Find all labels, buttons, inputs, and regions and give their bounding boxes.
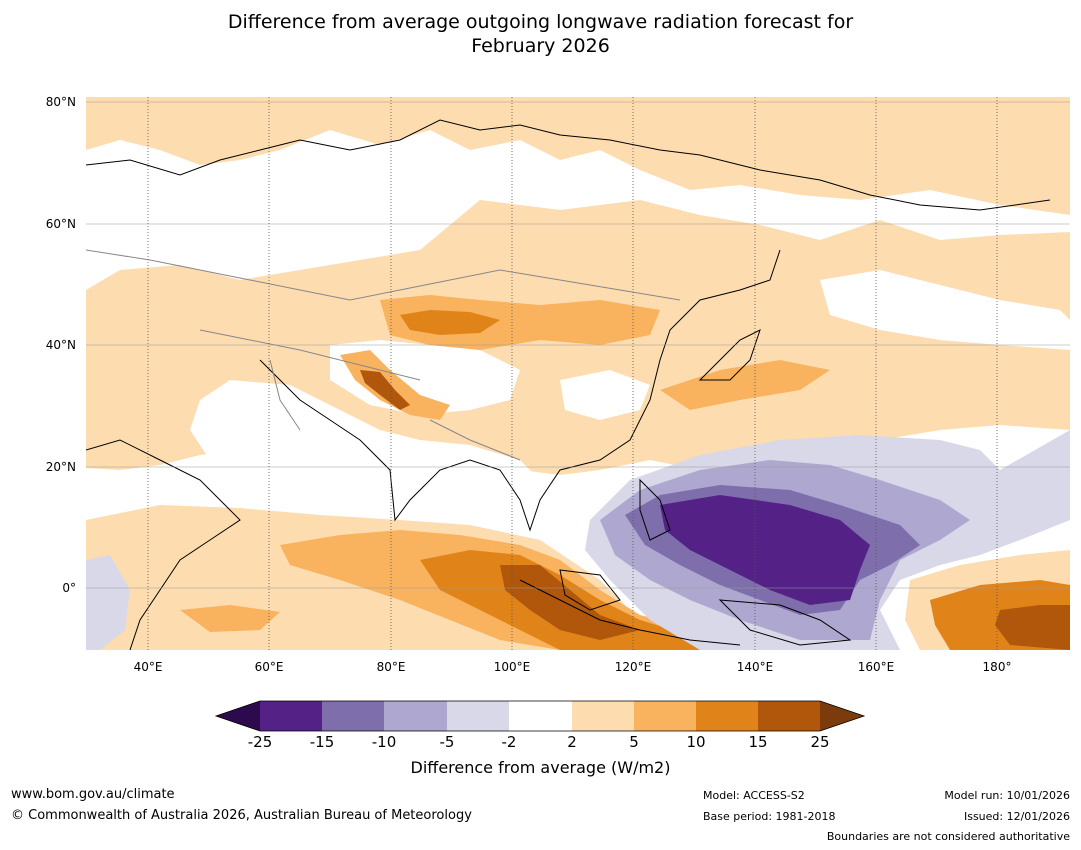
colorbar-tick: 15	[748, 733, 768, 751]
colorbar-extend-high	[820, 701, 864, 731]
colorbar-outline	[214, 700, 866, 732]
lon-label-140: 140°E	[736, 660, 774, 674]
colorbar-tick: -25	[247, 733, 273, 751]
title-line-2: February 2026	[471, 35, 610, 57]
graticule-meridians	[147, 97, 998, 650]
footer-url[interactable]: www.bom.gov.au/climate	[11, 787, 175, 802]
colorbar-label: Difference from average (W/m2)	[410, 758, 671, 777]
colorbar-bin-4	[447, 701, 509, 731]
anomaly-region-arctic	[86, 97, 1070, 215]
country-boundaries	[86, 249, 681, 461]
anomaly-region-himalaya	[340, 350, 450, 420]
footer-issued: Issued: 12/01/2026	[963, 810, 1070, 823]
chart-title: Difference from average outgoing longwav…	[0, 10, 1081, 58]
lon-label-120: 120°E	[614, 660, 652, 674]
anomaly-region-central-pacific-core	[995, 605, 1070, 650]
lat-label-40: 40°N	[45, 338, 76, 352]
colorbar-bin-3	[384, 701, 447, 731]
lon-label-180: 180°	[982, 660, 1012, 674]
lon-label-80: 80°E	[376, 660, 406, 674]
lat-label-60: 60°N	[45, 217, 76, 231]
colorbar-bin-8	[696, 701, 758, 731]
footer-base-period: Base period: 1981-2018	[703, 810, 836, 823]
lon-label-160: 160°E	[857, 660, 895, 674]
lon-label-40: 40°E	[133, 660, 163, 674]
anomaly-region-africa	[86, 555, 130, 650]
anomaly-region-pacific-clear	[820, 270, 1070, 350]
anomaly-region-tianshan	[400, 310, 500, 335]
lon-label-60: 60°E	[254, 660, 284, 674]
colorbar	[214, 700, 866, 732]
colorbar-tick: 10	[686, 733, 706, 751]
anomaly-region-sw-indian	[180, 605, 280, 632]
anomaly-field	[86, 97, 1070, 650]
colorbar-tick: -5	[439, 733, 455, 751]
graticule	[86, 101, 1070, 589]
colorbar-tick: 2	[567, 733, 577, 751]
colorbar-bin-5	[509, 701, 572, 731]
colorbar-bin-9	[758, 701, 820, 731]
anomaly-region-pacific-core	[660, 495, 870, 605]
colorbar-tick: 25	[810, 733, 830, 751]
lon-label-100: 100°E	[493, 660, 531, 674]
colorbar-extend-low	[216, 701, 260, 731]
coastlines	[86, 119, 1051, 650]
colorbar-bin-7	[634, 701, 696, 731]
footer-copyright: © Commonwealth of Australia 2026, Austra…	[11, 808, 472, 823]
anomaly-region-karakoram	[360, 370, 410, 410]
colorbar-bin-6	[572, 701, 634, 731]
colorbar-tick: -10	[371, 733, 397, 751]
colorbar-bin-2	[322, 701, 384, 731]
footer-model-run: Model run: 10/01/2026	[944, 789, 1070, 802]
colorbar-bin-1	[260, 701, 322, 731]
footer-model: Model: ACCESS-S2	[703, 789, 805, 802]
colorbar-tick: -2	[501, 733, 517, 751]
lat-label-80: 80°N	[45, 95, 76, 109]
title-line-1: Difference from average outgoing longwav…	[227, 11, 854, 33]
lat-label-20: 20°N	[45, 460, 76, 474]
lat-label-0: 0°	[62, 581, 76, 595]
anomaly-region-india-clear	[190, 380, 540, 505]
anomaly-region-central-asia	[380, 295, 660, 350]
colorbar-tick: -15	[309, 733, 335, 751]
anomaly-region-pacific-orange	[660, 360, 830, 410]
anomaly-region-china-clear	[560, 370, 650, 420]
footer-disclaimer: Boundaries are not considered authoritat…	[826, 830, 1070, 843]
colorbar-tick: 5	[629, 733, 639, 751]
